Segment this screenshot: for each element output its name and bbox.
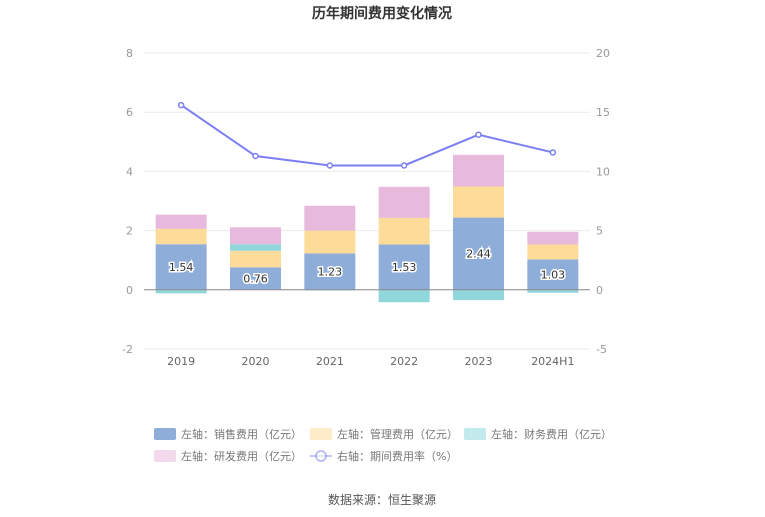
bar-segment bbox=[527, 259, 579, 290]
category-label: 2023 bbox=[465, 355, 493, 368]
bar-segment bbox=[453, 289, 504, 301]
legend: 左轴：销售费用（亿元） 左轴：管理费用（亿元） 左轴：财务费用（亿元） 左轴：研发费用… bbox=[154, 427, 612, 463]
bar-segment bbox=[304, 230, 356, 254]
category-label: 2021 bbox=[316, 355, 344, 368]
right-tick-label: -5 bbox=[596, 343, 607, 356]
rate-point bbox=[252, 152, 259, 160]
bar-value-label: 1.54 bbox=[169, 261, 194, 274]
bar-labels: 1.54 0.76 1.23 1.53 2.44 1.03 bbox=[167, 246, 566, 287]
right-tick-label: 20 bbox=[596, 47, 610, 60]
legend-swatch bbox=[154, 428, 176, 440]
category-label: 2022 bbox=[390, 355, 418, 368]
category-label: 2024H1 bbox=[531, 355, 574, 368]
rate-line bbox=[177, 101, 557, 169]
category-label: 2019 bbox=[167, 355, 195, 368]
bar-segment bbox=[378, 244, 430, 290]
right-tick-label: 10 bbox=[596, 165, 610, 178]
bar-segment bbox=[230, 267, 281, 290]
bar-value-label: 0.76 bbox=[243, 273, 268, 286]
bar-segment bbox=[230, 227, 281, 245]
left-tick-label: 4 bbox=[126, 165, 133, 178]
bar-value-label: 1.23 bbox=[318, 266, 343, 279]
source-text: 数据来源：恒生聚源 bbox=[328, 492, 436, 507]
bar-segment bbox=[378, 186, 430, 218]
left-tick-label: 6 bbox=[126, 106, 133, 119]
bar-segment bbox=[304, 205, 356, 231]
bar-segment bbox=[527, 289, 579, 293]
bar-segment bbox=[304, 253, 356, 290]
legend-label: 左轴：研发费用（亿元） bbox=[181, 449, 302, 463]
category-label: 2020 bbox=[242, 355, 270, 368]
bar-value-label: 2.44 bbox=[466, 248, 491, 261]
bar-segment bbox=[453, 217, 504, 290]
legend-label: 左轴：管理费用（亿元） bbox=[337, 427, 458, 441]
rate-line-path bbox=[180, 104, 554, 167]
bars bbox=[155, 154, 579, 303]
legend-label: 左轴：财务费用（亿元） bbox=[491, 427, 612, 441]
bar-segment bbox=[230, 250, 281, 268]
right-axis: -5 0 5 10 15 20 bbox=[596, 47, 610, 356]
right-tick-label: 0 bbox=[596, 284, 603, 297]
chart-title: 历年期间费用变化情况 bbox=[312, 5, 452, 22]
bar-segment bbox=[155, 244, 207, 290]
legend-swatch bbox=[154, 450, 176, 462]
bar-segment bbox=[527, 231, 579, 245]
bar-value-label: 1.03 bbox=[541, 269, 566, 282]
rate-point bbox=[400, 162, 408, 169]
legend-label: 左轴：销售费用（亿元） bbox=[181, 427, 302, 441]
legend-swatch bbox=[310, 428, 332, 440]
bar-segment bbox=[230, 244, 281, 251]
right-tick-label: 15 bbox=[596, 106, 610, 119]
x-axis: 2019 2020 2021 2022 2023 2024H1 bbox=[167, 355, 574, 368]
left-tick-label: 0 bbox=[126, 284, 133, 297]
rate-point bbox=[326, 162, 334, 169]
left-axis: -2 0 2 4 6 8 bbox=[122, 47, 133, 356]
left-tick-label: 2 bbox=[126, 225, 133, 238]
bar-segment bbox=[453, 186, 504, 218]
bar-value-label: 1.53 bbox=[392, 261, 417, 274]
grid bbox=[144, 52, 590, 350]
left-tick-label: -2 bbox=[122, 343, 133, 356]
legend-label: 右轴：期间费用率（%） bbox=[337, 449, 457, 463]
rate-point bbox=[177, 101, 185, 109]
rate-point bbox=[475, 131, 482, 138]
legend-swatch bbox=[464, 428, 486, 440]
bar-segment bbox=[527, 244, 579, 260]
bar-segment bbox=[155, 214, 207, 229]
left-tick-label: 8 bbox=[126, 47, 133, 60]
bar-segment bbox=[378, 289, 430, 303]
bar-segment bbox=[453, 154, 504, 187]
bar-segment bbox=[155, 228, 207, 245]
rate-point bbox=[549, 149, 557, 156]
legend-marker bbox=[315, 450, 327, 462]
bar-segment bbox=[155, 289, 207, 294]
bar-segment bbox=[378, 217, 430, 245]
right-tick-label: 5 bbox=[596, 225, 603, 238]
